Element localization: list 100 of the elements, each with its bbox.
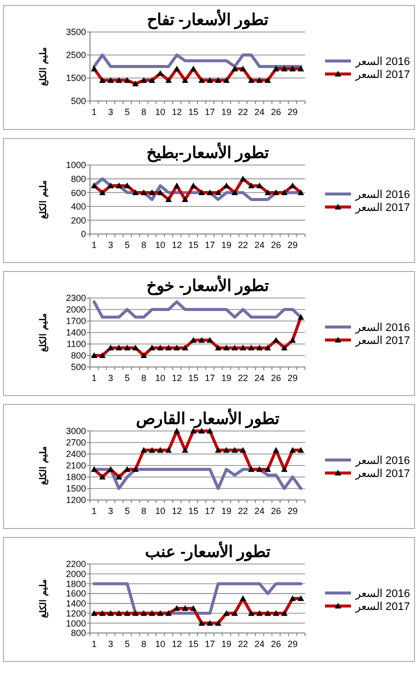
y-tick-label: 800 bbox=[70, 628, 86, 638]
x-tick-label: 17 bbox=[204, 240, 215, 250]
x-tick-label: 12 bbox=[172, 639, 182, 649]
legend-label: 2017 السعر bbox=[354, 468, 410, 480]
x-tick-label: 1 bbox=[92, 506, 97, 516]
y-tick-label: 200 bbox=[70, 215, 86, 226]
x-tick-label: 26 bbox=[271, 373, 282, 383]
y-axis-title: مليم الكلغ bbox=[38, 313, 49, 352]
x-tick-label: 19 bbox=[221, 107, 232, 117]
x-tick-label: 1 bbox=[92, 639, 97, 649]
y-tick-label: 1500 bbox=[66, 484, 86, 494]
x-tick-label: 24 bbox=[254, 107, 265, 117]
x-tick-label: 8 bbox=[141, 107, 146, 117]
x-tick-label: 10 bbox=[155, 506, 166, 516]
x-tick-label: 24 bbox=[254, 506, 265, 516]
y-tick-label: 500 bbox=[70, 96, 86, 106]
x-tick-label: 3 bbox=[108, 639, 114, 649]
x-tick-label: 24 bbox=[254, 639, 265, 649]
y-tick-label: 2300 bbox=[66, 293, 86, 304]
y-tick-label: 2000 bbox=[66, 569, 86, 580]
x-tick-label: 15 bbox=[188, 373, 198, 383]
y-tick-label: 1800 bbox=[66, 578, 86, 589]
y-tick-label: 600 bbox=[70, 188, 86, 198]
y-axis-title: مليم الكلغ bbox=[38, 579, 49, 618]
y-axis-title: مليم الكلغ bbox=[38, 47, 49, 86]
x-tick-label: 10 bbox=[155, 373, 166, 383]
y-tick-label: 400 bbox=[70, 202, 86, 212]
x-tick-label: 26 bbox=[271, 639, 282, 649]
x-tick-label: 29 bbox=[288, 639, 298, 649]
y-tick-label: 2500 bbox=[66, 50, 86, 60]
x-tick-label: 10 bbox=[155, 639, 166, 649]
legend-label: 2017 السعر bbox=[354, 202, 410, 214]
x-tick-label: 3 bbox=[108, 506, 114, 516]
x-tick-label: 5 bbox=[124, 240, 130, 250]
x-tick-label: 17 bbox=[204, 373, 215, 383]
x-tick-label: 26 bbox=[271, 240, 282, 250]
x-tick-label: 10 bbox=[155, 107, 166, 117]
y-tick-label: 500 bbox=[70, 362, 86, 372]
x-tick-label: 19 bbox=[221, 373, 232, 383]
chart-title: تطور الأسعار- خوخ bbox=[146, 275, 270, 296]
y-tick-label: 1400 bbox=[66, 328, 86, 338]
y-tick-label: 2200 bbox=[66, 559, 86, 570]
y-axis-title: مليم الكلغ bbox=[38, 446, 49, 485]
x-tick-label: 24 bbox=[254, 373, 265, 383]
legend-label: 2016 السعر bbox=[354, 322, 410, 334]
x-tick-label: 22 bbox=[238, 639, 248, 649]
x-tick-label: 8 bbox=[141, 506, 146, 516]
x-tick-label: 29 bbox=[288, 506, 298, 516]
legend-label: 2017 السعر bbox=[354, 600, 410, 613]
x-tick-label: 15 bbox=[188, 107, 198, 117]
x-tick-label: 5 bbox=[124, 107, 130, 117]
chart-title: تطور الأسعار-بطيخ bbox=[146, 142, 270, 163]
x-tick-label: 3 bbox=[108, 107, 114, 117]
x-tick-label: 29 bbox=[288, 240, 298, 250]
y-tick-label: 1500 bbox=[66, 73, 86, 84]
y-tick-label: 2400 bbox=[66, 449, 86, 460]
y-tick-label: 800 bbox=[70, 350, 86, 361]
x-tick-label: 29 bbox=[288, 373, 298, 383]
y-tick-label: 1600 bbox=[66, 588, 86, 599]
x-tick-label: 1 bbox=[92, 240, 97, 250]
x-tick-label: 29 bbox=[288, 107, 298, 117]
chart-title: تطور الأسعار- عنب bbox=[144, 541, 272, 562]
x-tick-label: 19 bbox=[221, 240, 232, 250]
x-tick-label: 19 bbox=[221, 506, 232, 516]
x-tick-label: 22 bbox=[238, 506, 248, 516]
x-tick-label: 12 bbox=[172, 240, 182, 250]
x-tick-label: 3 bbox=[108, 240, 114, 250]
legend-label: 2016 السعر bbox=[354, 454, 410, 467]
legend-label: 2016 السعر bbox=[354, 56, 410, 68]
x-tick-label: 1 bbox=[92, 373, 97, 383]
x-tick-label: 17 bbox=[204, 107, 215, 117]
y-tick-label: 1000 bbox=[66, 160, 86, 170]
x-tick-label: 26 bbox=[271, 107, 282, 117]
legend-label: 2016 السعر bbox=[354, 588, 410, 600]
x-tick-label: 17 bbox=[204, 506, 215, 516]
x-tick-label: 10 bbox=[155, 240, 166, 250]
legend-label: 2016 السعر bbox=[354, 188, 410, 201]
x-tick-label: 8 bbox=[141, 373, 146, 383]
x-tick-label: 15 bbox=[188, 639, 198, 649]
x-tick-label: 12 bbox=[172, 107, 182, 117]
x-tick-label: 5 bbox=[124, 639, 130, 649]
y-tick-label: 800 bbox=[70, 174, 86, 184]
x-tick-label: 5 bbox=[124, 506, 130, 516]
x-tick-label: 22 bbox=[238, 240, 248, 250]
x-tick-label: 5 bbox=[124, 373, 130, 383]
x-tick-label: 22 bbox=[238, 107, 248, 117]
y-tick-label: 1400 bbox=[66, 598, 86, 609]
x-tick-label: 8 bbox=[141, 240, 146, 250]
x-tick-label: 8 bbox=[141, 639, 146, 649]
y-axis-title: مليم الكلغ bbox=[38, 180, 49, 219]
x-tick-label: 12 bbox=[172, 506, 182, 516]
chart-title: تطور الأسعار- القارص bbox=[136, 408, 280, 429]
y-tick-label: 0 bbox=[80, 229, 86, 240]
legend-label: 2017 السعر bbox=[354, 334, 410, 347]
y-tick-label: 2700 bbox=[66, 438, 86, 448]
y-tick-label: 1700 bbox=[66, 316, 86, 326]
x-tick-label: 24 bbox=[254, 240, 265, 250]
x-tick-label: 12 bbox=[172, 373, 182, 383]
x-tick-label: 1 bbox=[92, 107, 97, 117]
y-tick-label: 1200 bbox=[66, 495, 86, 506]
